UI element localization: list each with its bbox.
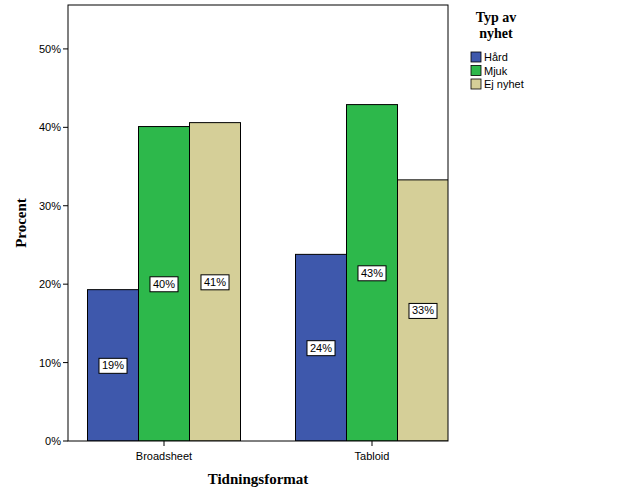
data-labels: 19% 24% 40% 43% 41% 33%: [99, 266, 437, 374]
bar: [139, 127, 190, 441]
data-label-box: [150, 277, 178, 292]
data-label-box: [307, 341, 335, 356]
bar: [88, 290, 139, 441]
x-tick: [372, 441, 373, 446]
y-tick-label: 20%: [39, 278, 61, 290]
bar: [190, 123, 241, 441]
y-tick: [63, 284, 68, 285]
y-tick-label: 40%: [39, 121, 61, 133]
y-tick: [63, 362, 68, 363]
x-tick: [164, 441, 165, 446]
y-tick: [63, 441, 68, 442]
x-axis-title: Tidningsformat: [208, 471, 309, 487]
y-tick-label: 30%: [39, 200, 61, 212]
data-label-box: [409, 303, 437, 318]
plot-frame: [68, 5, 448, 441]
data-label: 33%: [412, 304, 434, 316]
y-tick: [63, 48, 68, 49]
x-tick-label: Tabloid: [355, 450, 390, 462]
data-label: 24%: [310, 342, 332, 354]
data-label: 19%: [102, 359, 124, 371]
data-label: 40%: [153, 278, 175, 290]
legend-title-line: nyhet: [479, 26, 513, 41]
data-label-box: [358, 266, 386, 281]
data-label-box: [201, 275, 229, 290]
y-tick-label: 50%: [39, 43, 61, 55]
legend-swatch: [471, 66, 481, 76]
legend-title: Typ avnyhet: [476, 10, 517, 41]
legend: Typ avnyhet Hård MjukEj nyhet: [471, 10, 524, 90]
bars: [88, 105, 449, 441]
legend-swatch: [471, 52, 481, 62]
data-label: 43%: [361, 267, 383, 279]
bar: [296, 254, 347, 441]
legend-label: Ej nyhet: [484, 78, 524, 90]
y-tick: [63, 127, 68, 128]
bar: [347, 105, 398, 441]
y-tick-label: 10%: [39, 357, 61, 369]
legend-swatch: [471, 79, 481, 89]
y-tick-label: 0%: [45, 435, 61, 447]
legend-label: Hård: [484, 51, 508, 63]
data-label: 41%: [204, 276, 226, 288]
legend-title-line: Typ av: [476, 10, 517, 25]
chart: 19% 24% 40% 43% 41% 33% 0% 10% 20% 30% 40% 50% Broad…: [0, 0, 626, 501]
y-tick: [63, 205, 68, 206]
bar: [398, 180, 449, 441]
legend-label: Mjuk: [484, 65, 508, 77]
y-axis-title: Procent: [13, 198, 29, 248]
data-label-box: [99, 358, 127, 373]
x-tick-label: Broadsheet: [136, 450, 192, 462]
